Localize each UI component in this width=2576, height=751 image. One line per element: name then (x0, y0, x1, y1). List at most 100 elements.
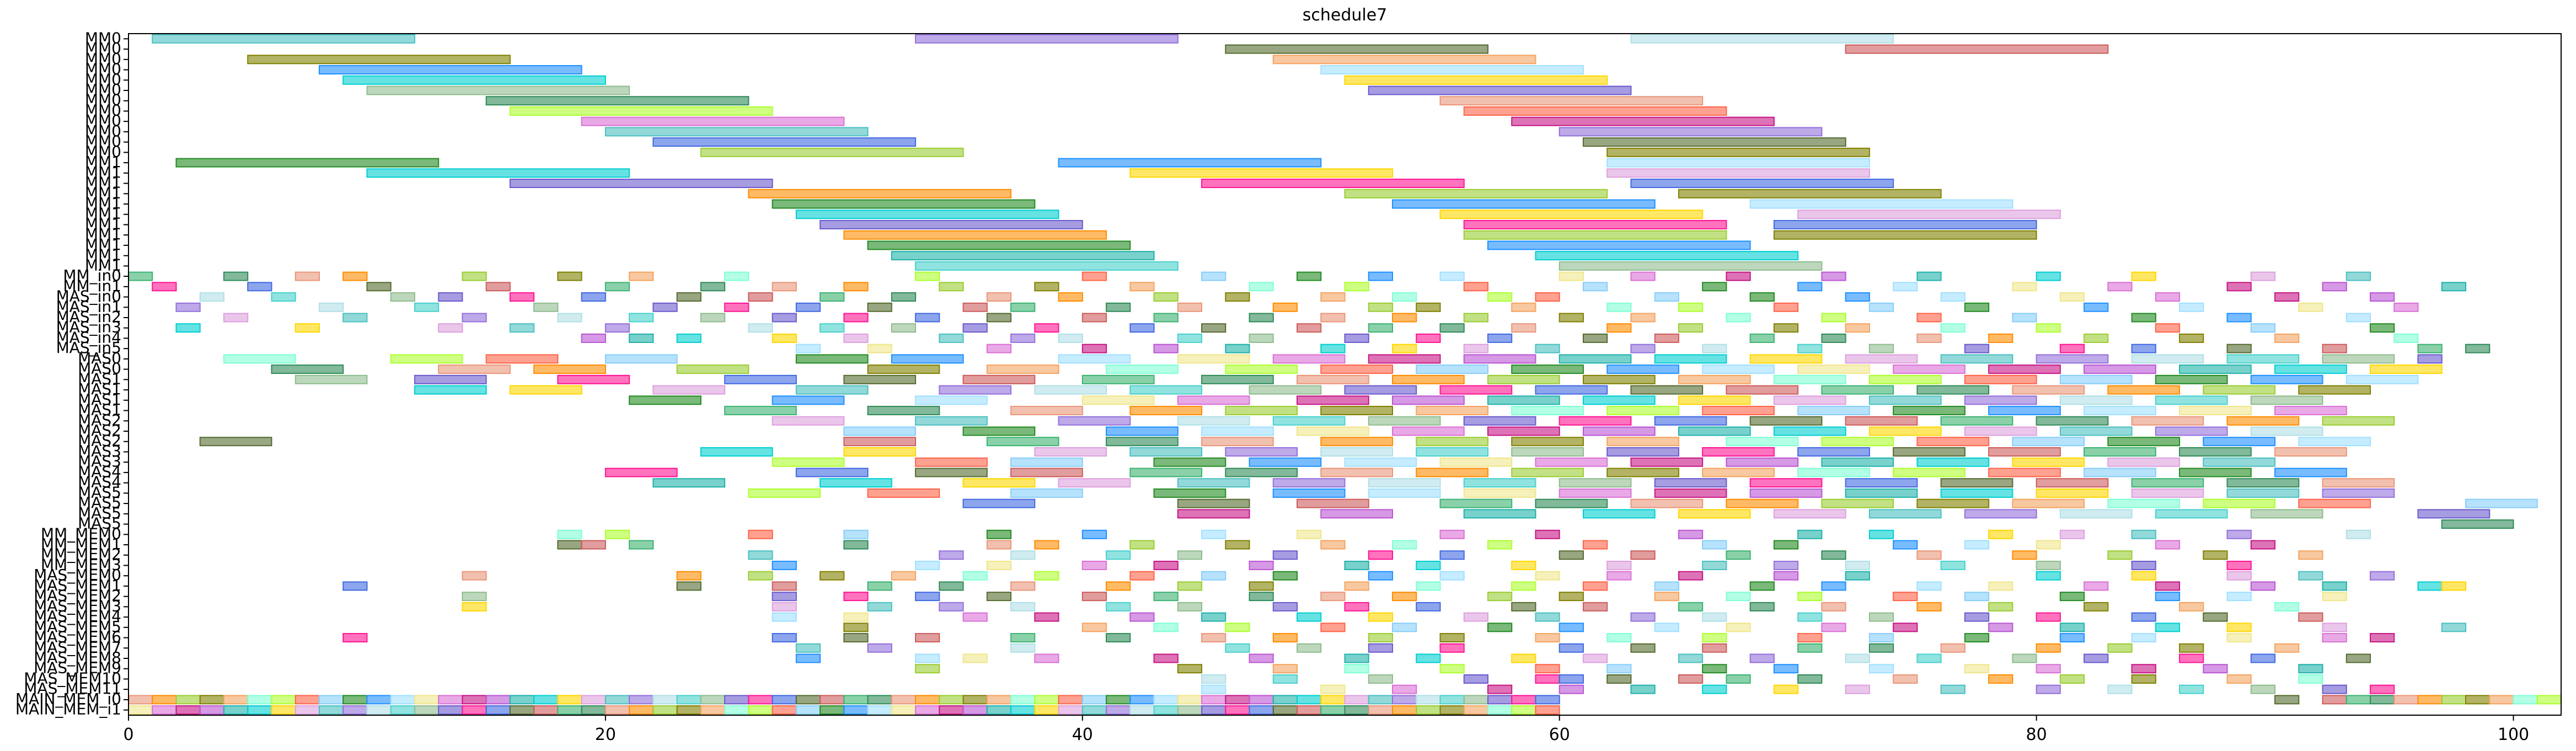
task-bar (1749, 333, 1775, 343)
task-bar (557, 313, 582, 323)
task-bar (223, 313, 249, 323)
task-bar (2036, 478, 2109, 488)
task-bar (2370, 633, 2395, 643)
task-bar (1821, 581, 1846, 591)
task-bar (700, 282, 726, 292)
task-bar (604, 705, 630, 715)
task-bar (1129, 282, 1155, 292)
task-bar (2322, 282, 2347, 292)
task-bar (2393, 302, 2419, 312)
task-bar (1391, 374, 1465, 384)
task-bar (1344, 282, 1369, 292)
task-bar (2131, 571, 2156, 581)
task-bar (604, 354, 678, 364)
task-bar (1272, 416, 1346, 426)
task-bar (1320, 540, 1346, 550)
task-bar (2298, 674, 2323, 684)
task-bar (2393, 333, 2419, 343)
task-bar (700, 313, 726, 323)
task-bar (1940, 323, 1966, 333)
task-bar (1916, 457, 1990, 467)
task-bar (867, 344, 892, 353)
task-bar (1559, 271, 1584, 281)
task-bar (1511, 302, 1536, 312)
task-bar (2059, 292, 2085, 302)
task-bar (2179, 333, 2204, 343)
task-bar (2274, 468, 2347, 478)
task-bar (223, 705, 249, 715)
task-bar (2274, 695, 2300, 705)
y-tick-label: MM0 (85, 111, 121, 130)
task-bar (891, 323, 917, 333)
plot-frame (128, 33, 2562, 716)
task-bar (1654, 416, 1727, 426)
task-bar (509, 292, 535, 302)
task-bar (1630, 179, 1894, 189)
task-bar (2131, 560, 2156, 570)
task-bar (294, 705, 320, 715)
task-bar (1654, 488, 1727, 498)
task-bar (1535, 344, 1560, 353)
task-bar (2107, 684, 2133, 694)
task-bar (2155, 323, 2181, 333)
task-bar (1034, 571, 1059, 581)
task-bar (1081, 592, 1107, 602)
task-bar (1726, 592, 1751, 602)
task-bar (772, 633, 797, 643)
task-bar (1940, 478, 2013, 488)
task-bar (342, 271, 368, 281)
task-bar (1034, 705, 1059, 715)
task-bar (1511, 406, 1584, 416)
task-bar (1702, 612, 1727, 622)
task-bar (1249, 313, 1274, 323)
task-bar (986, 292, 1012, 302)
task-bar (1559, 550, 1584, 560)
task-bar (1868, 633, 1894, 643)
task-bar (772, 416, 845, 426)
task-bar (2084, 333, 2109, 343)
task-bar (2370, 695, 2395, 705)
task-bar (629, 395, 701, 405)
task-bar (2441, 623, 2467, 632)
task-bar (581, 540, 606, 550)
y-tick-labels: MM0MM0MM0MM0MM0MM0MM0MM0MM0MM0MM0MM0MM1M… (15, 29, 128, 718)
task-bar (2131, 488, 2204, 498)
task-bar (2250, 374, 2323, 384)
task-bar (1487, 426, 1560, 436)
task-bar (485, 705, 511, 715)
task-bar (1439, 96, 1704, 106)
task-bar (1106, 581, 1131, 591)
y-tick-label: MM1 (85, 256, 121, 274)
task-bar (1821, 602, 1846, 611)
task-bar (1368, 643, 1393, 653)
task-bar (1416, 333, 1441, 343)
task-bar (1129, 406, 1203, 416)
task-bar (795, 210, 1059, 219)
task-bar (1344, 385, 1417, 395)
task-bar (1797, 592, 1823, 602)
task-bar (1225, 643, 1250, 653)
task-bar (1511, 437, 1584, 447)
task-bar (390, 705, 415, 715)
task-bar (2441, 581, 2467, 591)
task-bar (2155, 292, 2181, 302)
task-bar (986, 592, 1012, 602)
task-bar (843, 230, 1107, 240)
task-bar (1606, 364, 1679, 374)
task-bar (1297, 426, 1369, 436)
task-bar (1106, 633, 1131, 643)
task-bar (843, 633, 869, 643)
task-bar (1487, 705, 1513, 715)
task-bar (1034, 447, 1107, 457)
task-bar (1535, 529, 1560, 539)
task-bar (820, 705, 845, 715)
task-bar (676, 695, 701, 705)
y-tick-label: MM_MEM3 (41, 555, 121, 573)
task-bar (414, 705, 440, 715)
task-bar (2417, 581, 2443, 591)
task-bar (1559, 623, 1584, 632)
task-bar (1010, 333, 1036, 343)
task-bar (2131, 478, 2204, 488)
task-bar (1344, 705, 1369, 715)
task-bar (1797, 344, 1823, 353)
